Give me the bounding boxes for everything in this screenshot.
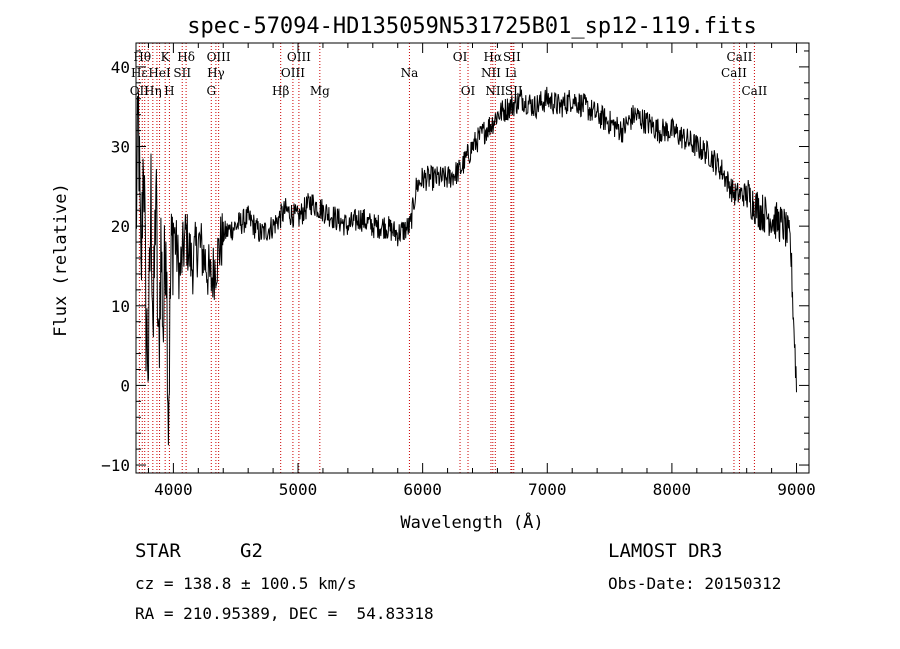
line-label-19: Hη	[144, 84, 162, 98]
line-label-24: OI	[461, 84, 476, 98]
line-label-20: H	[164, 84, 174, 98]
y-tick-label-5: 40	[111, 58, 130, 77]
line-label-25: NII	[485, 84, 505, 98]
line-label-7: SII	[503, 50, 521, 64]
line-markers	[138, 43, 755, 473]
line-label-16: Li	[505, 66, 517, 80]
chart-title: spec-57094-HD135059N531725B01_sp12-119.f…	[187, 14, 757, 39]
line-label-3: OIII	[207, 50, 231, 64]
line-label-1: K	[161, 50, 171, 64]
line-label-23: Mg	[310, 84, 330, 98]
line-label-0: Hθ	[133, 50, 151, 64]
y-tick-label-0: −10	[101, 456, 130, 475]
y-tick-label-2: 10	[111, 297, 130, 316]
line-label-22: Hβ	[272, 84, 289, 98]
line-label-12: Hγ	[207, 66, 225, 80]
x-axis-label: Wavelength (Å)	[400, 511, 543, 533]
x-tick-label-5: 9000	[777, 480, 816, 499]
line-label-5: OI	[453, 50, 468, 64]
object-type: STAR	[135, 540, 181, 562]
line-label-27: CaII	[741, 84, 767, 98]
subclass: G2	[240, 540, 263, 562]
line-label-18: OII	[130, 84, 150, 98]
x-tick-label-1: 5000	[279, 480, 318, 499]
x-tick-label-2: 6000	[403, 480, 442, 499]
x-tick-label-3: 7000	[528, 480, 567, 499]
line-label-15: NII	[481, 66, 501, 80]
spectrum-line	[135, 86, 797, 446]
line-label-4: OIII	[287, 50, 311, 64]
y-tick-label-1: 0	[120, 376, 130, 395]
line-label-9: Hε	[131, 66, 148, 80]
cz-value: cz = 138.8 ± 100.5 km/s	[135, 574, 357, 593]
line-label-11: SII	[173, 66, 191, 80]
line-label-14: Na	[401, 66, 419, 80]
y-tick-label-4: 30	[111, 138, 130, 157]
obs-date: Obs-Date: 20150312	[608, 574, 782, 593]
line-label-13: OIII	[281, 66, 305, 80]
axis-ticks: 4000 5000 6000 7000 8000 9000 −10 0 10 20 30 40	[101, 43, 816, 499]
line-label-10: HeI	[148, 66, 171, 80]
line-label-17: CaII	[721, 66, 747, 80]
line-label-21: G	[206, 84, 216, 98]
x-tick-label-0: 4000	[154, 480, 193, 499]
survey-name: LAMOST DR3	[608, 540, 723, 562]
y-tick-label-3: 20	[111, 217, 130, 236]
line-label-6: Hα	[484, 50, 503, 64]
y-axis-label: Flux (relative)	[51, 183, 71, 337]
x-tick-label-4: 8000	[653, 480, 692, 499]
coordinates: RA = 210.95389, DEC = 54.83318	[135, 604, 434, 623]
plot-frame	[135, 42, 810, 474]
line-label-2: Hδ	[177, 50, 195, 64]
line-label-8: CaII	[727, 50, 753, 64]
